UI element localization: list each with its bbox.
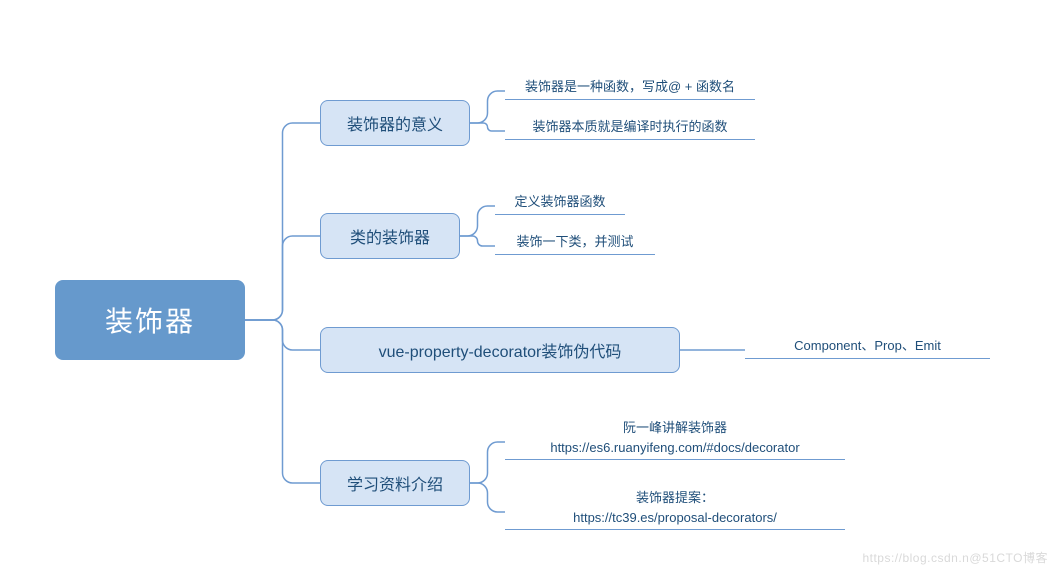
- branch-study: 学习资料介绍: [320, 460, 470, 506]
- leaf-class-0: 定义装饰器函数: [495, 193, 625, 215]
- leaf-study-0: 阮一峰讲解装饰器 https://es6.ruanyifeng.com/#doc…: [505, 420, 845, 460]
- leaf-class-1: 装饰一下类，并测试: [495, 233, 655, 255]
- branch-meaning: 装饰器的意义: [320, 100, 470, 146]
- leaf-meaning-1: 装饰器本质就是编译时执行的函数: [505, 118, 755, 140]
- branch-class: 类的装饰器: [320, 213, 460, 259]
- watermark: https://blog.csdn.n@51CTO博客: [862, 549, 1048, 566]
- root-node: 装饰器: [55, 280, 245, 360]
- leaf-study-1: 装饰器提案： https://tc39.es/proposal-decorato…: [505, 490, 845, 530]
- branch-vue: vue-property-decorator装饰伪代码: [320, 327, 680, 373]
- leaf-vue-0: Component、Prop、Emit: [745, 337, 990, 359]
- leaf-meaning-0: 装饰器是一种函数，写成@ + 函数名: [505, 78, 755, 100]
